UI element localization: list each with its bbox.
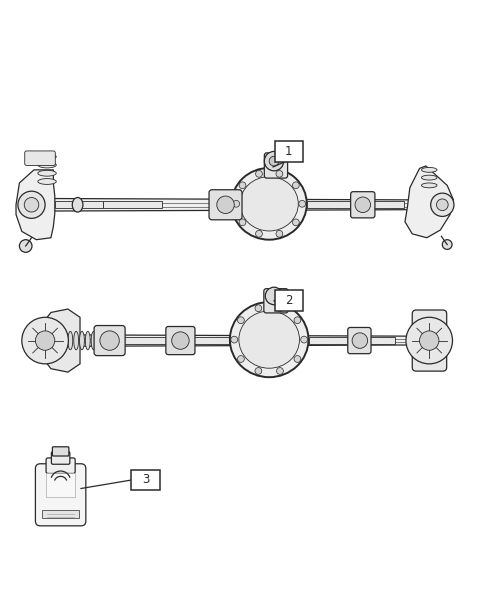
Circle shape <box>264 151 283 171</box>
Polygon shape <box>39 198 426 211</box>
Circle shape <box>354 197 370 213</box>
Circle shape <box>22 317 68 364</box>
Ellipse shape <box>72 197 83 212</box>
Circle shape <box>35 331 55 350</box>
Circle shape <box>255 170 262 177</box>
FancyBboxPatch shape <box>166 326 195 355</box>
Ellipse shape <box>38 154 56 160</box>
Ellipse shape <box>85 332 90 350</box>
Ellipse shape <box>97 332 102 350</box>
Bar <box>42 510 79 518</box>
Text: 2: 2 <box>284 294 292 307</box>
Text: 3: 3 <box>141 474 149 487</box>
Circle shape <box>237 317 244 323</box>
Ellipse shape <box>68 332 73 350</box>
FancyBboxPatch shape <box>35 464 86 526</box>
Bar <box>46 474 75 497</box>
Circle shape <box>275 170 282 177</box>
Polygon shape <box>404 166 453 238</box>
Circle shape <box>276 305 283 312</box>
Circle shape <box>292 219 299 226</box>
Ellipse shape <box>240 177 298 231</box>
Circle shape <box>265 287 282 305</box>
Ellipse shape <box>38 178 56 184</box>
Bar <box>308 337 349 344</box>
FancyBboxPatch shape <box>263 289 287 313</box>
Polygon shape <box>39 335 426 346</box>
Circle shape <box>293 317 300 323</box>
Circle shape <box>239 182 245 188</box>
Circle shape <box>419 331 438 350</box>
FancyBboxPatch shape <box>350 191 374 218</box>
Circle shape <box>24 197 39 212</box>
Circle shape <box>216 196 234 213</box>
Bar <box>103 201 161 208</box>
Circle shape <box>171 332 189 349</box>
Circle shape <box>293 356 300 362</box>
Ellipse shape <box>421 175 436 180</box>
Ellipse shape <box>421 167 436 172</box>
Bar <box>192 337 228 344</box>
Bar <box>122 337 178 344</box>
Ellipse shape <box>229 302 308 377</box>
Circle shape <box>230 336 237 343</box>
Bar <box>306 201 352 208</box>
Circle shape <box>100 331 119 350</box>
Circle shape <box>237 356 244 362</box>
FancyBboxPatch shape <box>411 310 446 371</box>
FancyBboxPatch shape <box>264 153 287 178</box>
Circle shape <box>275 230 282 237</box>
Ellipse shape <box>421 183 436 188</box>
Circle shape <box>255 230 262 237</box>
Circle shape <box>19 240 32 252</box>
Circle shape <box>351 333 367 348</box>
Polygon shape <box>16 170 55 240</box>
Ellipse shape <box>74 332 78 350</box>
Ellipse shape <box>38 162 56 168</box>
FancyBboxPatch shape <box>25 151 55 166</box>
Circle shape <box>436 199 447 211</box>
Circle shape <box>239 219 245 226</box>
Polygon shape <box>41 309 80 372</box>
FancyBboxPatch shape <box>51 452 70 464</box>
FancyBboxPatch shape <box>131 469 159 490</box>
Bar <box>368 337 394 344</box>
Bar <box>55 201 103 208</box>
FancyBboxPatch shape <box>347 327 370 353</box>
Ellipse shape <box>238 311 299 368</box>
FancyBboxPatch shape <box>52 447 69 456</box>
Circle shape <box>232 200 239 207</box>
Ellipse shape <box>231 168 306 240</box>
Text: 1: 1 <box>284 145 292 158</box>
Ellipse shape <box>38 170 56 176</box>
FancyBboxPatch shape <box>274 290 302 310</box>
FancyBboxPatch shape <box>46 458 75 474</box>
Circle shape <box>18 191 45 219</box>
Circle shape <box>441 240 451 249</box>
Circle shape <box>255 305 261 312</box>
FancyBboxPatch shape <box>94 326 125 356</box>
Circle shape <box>298 200 305 207</box>
Ellipse shape <box>91 332 96 350</box>
Circle shape <box>269 156 278 166</box>
Circle shape <box>276 368 283 375</box>
Circle shape <box>430 193 453 216</box>
FancyBboxPatch shape <box>209 190 242 220</box>
Circle shape <box>255 368 261 375</box>
Circle shape <box>292 182 299 188</box>
Circle shape <box>300 336 307 343</box>
Ellipse shape <box>79 332 84 350</box>
FancyBboxPatch shape <box>274 141 302 161</box>
Circle shape <box>405 317 452 364</box>
Bar <box>372 201 403 208</box>
